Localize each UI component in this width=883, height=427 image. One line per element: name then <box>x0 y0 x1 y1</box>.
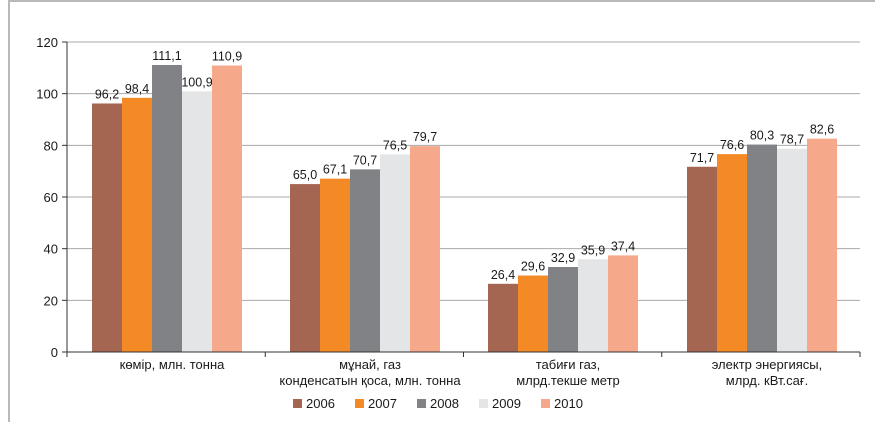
bar <box>747 144 777 352</box>
x-category-label: көмір, млн. тонна <box>120 357 226 372</box>
y-tick-label: 100 <box>36 87 58 102</box>
bar <box>548 267 578 352</box>
frame-border-left <box>8 0 10 422</box>
data-label: 79,7 <box>413 130 437 144</box>
legend-label: 2010 <box>554 396 583 411</box>
data-label: 65,0 <box>293 168 317 182</box>
frame-border-top <box>8 0 875 2</box>
data-label: 80,3 <box>750 129 774 143</box>
data-label: 67,1 <box>323 163 347 177</box>
y-tick-label: 120 <box>36 35 58 50</box>
y-tick-label: 0 <box>51 345 58 360</box>
legend-swatch <box>479 399 488 408</box>
y-tick-label: 80 <box>44 138 58 153</box>
bar <box>290 184 320 352</box>
x-category-label: мұнай, газ <box>339 357 401 372</box>
bar <box>182 91 212 352</box>
bar <box>807 138 837 352</box>
data-label: 37,4 <box>611 239 635 253</box>
bar <box>518 275 548 352</box>
data-label: 76,5 <box>383 138 407 152</box>
legend-swatch <box>541 399 550 408</box>
bar <box>410 146 440 352</box>
x-category-label: млрд. кВт.сағ. <box>726 373 808 388</box>
bar <box>122 97 152 352</box>
y-tick-label: 20 <box>44 293 58 308</box>
bar <box>92 103 122 352</box>
bar <box>488 283 518 352</box>
data-label: 82,6 <box>810 123 834 137</box>
data-label: 29,6 <box>521 260 545 274</box>
data-label: 71,7 <box>690 151 714 165</box>
data-label: 96,2 <box>95 87 119 101</box>
data-label: 76,6 <box>720 138 744 152</box>
bar <box>212 65 242 352</box>
bar <box>320 178 350 352</box>
data-label: 100,9 <box>181 75 212 89</box>
x-category-label: табиғи газ, <box>536 357 600 372</box>
data-label: 35,9 <box>581 243 605 257</box>
legend-swatch <box>355 399 364 408</box>
legend-label: 2008 <box>430 396 459 411</box>
bar <box>717 154 747 352</box>
bar <box>578 259 608 352</box>
x-category-label: электр энергиясы, <box>712 357 823 372</box>
x-category-label: млрд.текше метр <box>516 373 620 388</box>
legend-label: 2006 <box>306 396 335 411</box>
data-label: 70,7 <box>353 153 377 167</box>
y-tick-label: 60 <box>44 190 58 205</box>
bar <box>687 166 717 352</box>
legend-label: 2009 <box>492 396 521 411</box>
legend-label: 2007 <box>368 396 397 411</box>
legend-swatch <box>417 399 426 408</box>
bar <box>350 169 380 352</box>
y-tick-label: 40 <box>44 242 58 257</box>
bar <box>380 154 410 352</box>
legend-swatch <box>293 399 302 408</box>
data-label: 78,7 <box>780 133 804 147</box>
bar <box>152 64 182 352</box>
data-label: 111,1 <box>152 49 181 63</box>
bar <box>608 255 638 352</box>
data-label: 26,4 <box>491 268 515 282</box>
data-label: 110,9 <box>212 50 242 64</box>
data-label: 32,9 <box>551 251 575 265</box>
bar <box>777 148 807 352</box>
data-label: 98,4 <box>125 82 149 96</box>
x-category-label: конденсатын қоса, млн. тонна <box>279 373 461 388</box>
